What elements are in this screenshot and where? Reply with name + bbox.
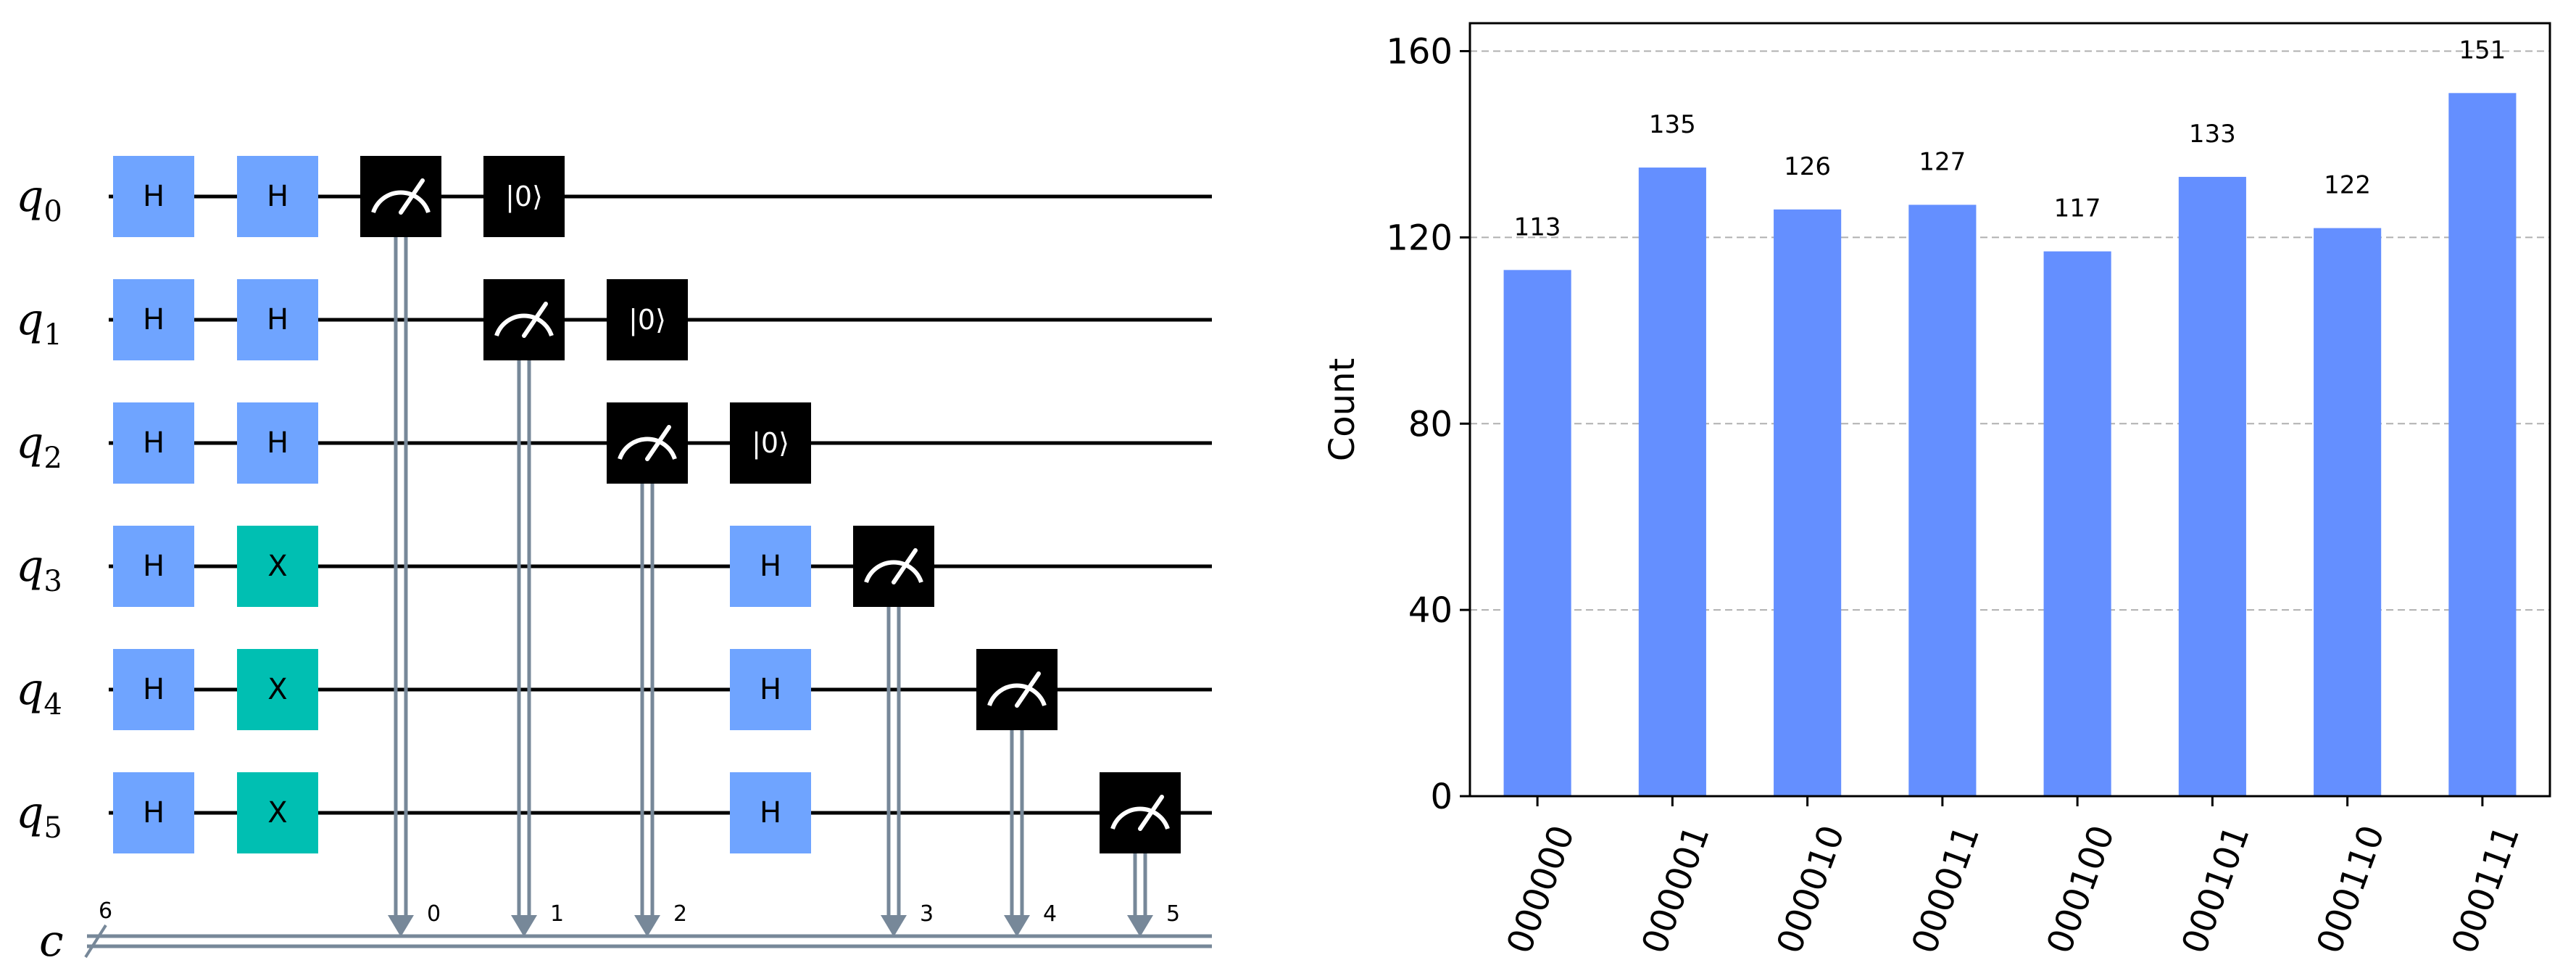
measure-gate-q3: [853, 526, 934, 937]
svg-text:H: H: [760, 796, 781, 830]
x-gate-q4: X: [237, 649, 318, 730]
quantum-circuit-diagram: 6 c q0 q1 q2 q3 q4 q5 H H H H H H H H H X X X 0 |0⟩ 1 |0⟩ 2 |0⟩ H H…: [16, 156, 1212, 967]
y-tick-label-3: 120: [1386, 218, 1453, 258]
x-tick-label-5: 000101: [2174, 820, 2257, 959]
bar-value-label-2: 126: [1784, 152, 1831, 181]
reset-gate-q2: |0⟩: [730, 402, 811, 484]
bar-value-label-4: 117: [2054, 194, 2101, 223]
y-tick-label-0: 0: [1430, 777, 1453, 817]
measure-gate-q5: [1100, 772, 1181, 937]
x-tick-label-6: 000110: [2309, 820, 2393, 959]
svg-text:X: X: [267, 673, 287, 706]
y-tick-label-4: 160: [1386, 32, 1453, 73]
svg-text:X: X: [267, 550, 287, 583]
classical-register-label: c: [39, 916, 64, 967]
x-tick-label-3: 000011: [1904, 820, 1987, 959]
svg-text:H: H: [143, 426, 165, 460]
x-tick-label-4: 000100: [2039, 820, 2122, 959]
register-size-label: 6: [99, 898, 112, 924]
measure-gate-q0: [360, 156, 441, 937]
plot-frame: [1468, 22, 2551, 798]
bar-000001: [1638, 168, 1706, 797]
svg-text:H: H: [267, 180, 288, 213]
bar-value-label-5: 133: [2189, 120, 2236, 149]
qubit-label-0: q0: [16, 171, 62, 228]
bar-000110: [2314, 228, 2382, 797]
bar-value-label-0: 113: [1514, 212, 1561, 241]
svg-text:H: H: [760, 550, 781, 583]
x-gate-q5: X: [237, 772, 318, 853]
svg-text:H: H: [267, 303, 288, 336]
qubit-label-5: q5: [16, 787, 62, 845]
meter-icon: [987, 671, 1047, 708]
meter-icon: [371, 178, 431, 215]
svg-text:H: H: [143, 180, 165, 213]
hadamard-gate-q4-c: H: [730, 649, 811, 730]
svg-text:|0⟩: |0⟩: [505, 181, 543, 213]
x-tick-label-0: 000000: [1499, 820, 1582, 959]
x-tick-label-2: 000010: [1769, 820, 1853, 959]
qubit-label-4: q4: [16, 664, 62, 721]
register-size-slash: [84, 924, 107, 959]
bar-value-label-3: 127: [1919, 147, 1966, 176]
histogram-chart: 113 000000 135 000001 126 000010 127 000011 117 0…: [1322, 22, 2551, 959]
meter-icon: [1110, 795, 1170, 831]
bar-000111: [2448, 93, 2517, 796]
svg-text:H: H: [143, 550, 165, 583]
svg-text:|0⟩: |0⟩: [752, 427, 789, 460]
meter-icon: [494, 302, 554, 338]
y-tick-label-2: 80: [1408, 404, 1453, 444]
hadamard-gate-q1-a: H: [113, 279, 194, 360]
svg-text:|0⟩: |0⟩: [628, 304, 666, 336]
y-tick-label-1: 40: [1408, 590, 1453, 631]
x-tick-label-1: 000001: [1634, 820, 1717, 959]
hadamard-gate-q1-b: H: [237, 279, 318, 360]
hadamard-gate-q0-b: H: [237, 156, 318, 237]
bar-value-label-1: 135: [1649, 110, 1696, 139]
hadamard-gate-q2-b: H: [237, 402, 318, 484]
meter-icon: [864, 548, 923, 584]
classical-bit-label-2: 2: [673, 901, 687, 927]
classical-bit-label-0: 0: [427, 901, 441, 927]
hadamard-gate-q5-c: H: [730, 772, 811, 853]
classical-bit-label-1: 1: [550, 901, 564, 927]
measure-gate-q4: [976, 649, 1058, 937]
bar-000011: [1908, 204, 1977, 796]
qubit-label-1: q1: [16, 294, 62, 352]
x-tick-label-7: 000111: [2444, 820, 2527, 959]
classical-bit-label-5: 5: [1166, 901, 1180, 927]
hadamard-gate-q2-a: H: [113, 402, 194, 484]
measure-gate-q2: [607, 402, 688, 937]
y-axis-label: Count: [1322, 358, 1363, 462]
svg-text:H: H: [143, 796, 165, 830]
bar-value-label-6: 122: [2324, 171, 2371, 200]
measure-gate-q1: [483, 279, 565, 937]
svg-text:X: X: [267, 796, 287, 830]
hadamard-gate-q3-a: H: [113, 526, 194, 607]
hadamard-gate-q3-c: H: [730, 526, 811, 607]
bar-000101: [2178, 176, 2246, 797]
svg-text:H: H: [760, 673, 781, 706]
bar-000000: [1503, 270, 1571, 797]
reset-gate-q0: |0⟩: [483, 156, 565, 237]
svg-text:H: H: [267, 426, 288, 460]
reset-gate-q1: |0⟩: [607, 279, 688, 360]
bar-value-label-7: 151: [2459, 36, 2506, 65]
qubit-label-2: q2: [16, 418, 62, 475]
classical-bit-label-4: 4: [1043, 901, 1057, 927]
classical-bit-label-3: 3: [920, 901, 934, 927]
svg-text:H: H: [143, 303, 165, 336]
hadamard-gate-q0-a: H: [113, 156, 194, 237]
bar-000100: [2043, 251, 2111, 796]
svg-text:H: H: [143, 673, 165, 706]
hadamard-gate-q5-a: H: [113, 772, 194, 853]
meter-icon: [618, 425, 677, 461]
bar-000010: [1774, 209, 1842, 797]
x-gate-q3: X: [237, 526, 318, 607]
hadamard-gate-q4-a: H: [113, 649, 194, 730]
qubit-label-3: q3: [16, 541, 62, 598]
